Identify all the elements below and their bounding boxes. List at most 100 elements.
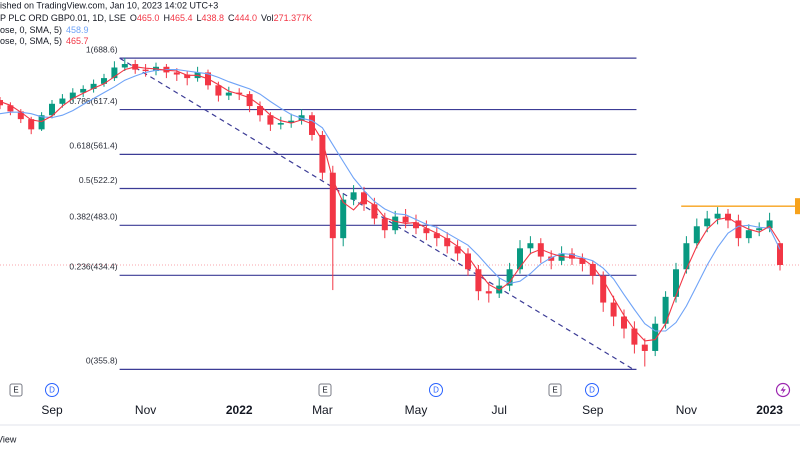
- candle-body: [610, 302, 617, 317]
- candle-body: [641, 344, 648, 351]
- candle-body: [662, 296, 669, 324]
- candle-body: [246, 94, 253, 107]
- quote-key: H: [163, 13, 170, 23]
- candle-body: [600, 275, 607, 303]
- event-marker-label: E: [13, 386, 18, 395]
- x-tick-label: Nov: [676, 403, 697, 417]
- price-tag: [795, 198, 800, 215]
- event-icon: [775, 382, 791, 398]
- candle-body: [319, 134, 326, 173]
- candle-body: [101, 78, 107, 84]
- ma-legend-value: 458.9: [66, 25, 89, 35]
- candle-body: [215, 85, 222, 96]
- candle-body: [49, 103, 55, 116]
- candle-body: [548, 256, 555, 261]
- published-note: ished on TradingView.com, Jan 10, 2023 1…: [0, 0, 218, 10]
- ma-legend: ose, 0, SMA, 5) 465.7: [0, 36, 89, 46]
- candle-body: [257, 106, 263, 116]
- fib-label: 0.236(434.4): [69, 262, 117, 272]
- candle-body: [413, 222, 419, 229]
- candle-body: [402, 216, 409, 223]
- candle-body: [90, 83, 97, 89]
- candle-body: [673, 269, 679, 297]
- event-marker: [585, 383, 599, 397]
- candle-body: [475, 269, 482, 292]
- candle-body: [142, 69, 149, 72]
- candle-body: [569, 253, 575, 259]
- candle-body: [392, 216, 399, 231]
- x-tick-label: 2022: [226, 403, 253, 417]
- symbol-name: P PLC ORD GBP0.01, 1D, LSE: [0, 13, 126, 23]
- candle-body: [433, 233, 440, 239]
- ma-line: [0, 66, 781, 342]
- candle-body: [236, 92, 243, 95]
- candle-body: [444, 238, 451, 247]
- fib-label: 0.618(561.4): [69, 141, 117, 151]
- candle-body: [121, 64, 128, 68]
- candle-body: [80, 88, 87, 93]
- ma-legend-name: ose, 0, SMA, 5): [0, 25, 62, 35]
- fib-label: 0.5(522.2): [79, 175, 118, 185]
- candle-body: [756, 228, 763, 231]
- x-tick-label: Mar: [312, 403, 333, 417]
- candle-body: [309, 115, 315, 135]
- candle-body: [454, 246, 461, 254]
- quote-value: 271.377K: [274, 13, 313, 23]
- fib-label: 0.786(617.4): [69, 96, 117, 106]
- x-tick-label: 2023: [756, 403, 783, 417]
- event-marker: [9, 383, 23, 397]
- x-tick-label: Jul: [492, 403, 507, 417]
- x-tick-label: Nov: [135, 403, 156, 417]
- event-marker-label: E: [322, 386, 327, 395]
- event-marker: [548, 383, 562, 397]
- quote-value: 465.4: [170, 13, 193, 23]
- candle-body: [184, 74, 191, 79]
- symbol-quote: P PLC ORD GBP0.01, 1D, LSE O465.0 H465.4 L4…: [0, 13, 312, 23]
- candle-body: [527, 243, 534, 249]
- candle-body: [17, 111, 24, 120]
- event-marker-label: D: [49, 386, 55, 395]
- candle-body: [735, 220, 742, 239]
- candle-body: [506, 269, 513, 286]
- event-marker: [429, 383, 443, 397]
- quote-key: O: [130, 13, 137, 23]
- candle-body: [621, 316, 627, 329]
- candle-body: [485, 291, 492, 294]
- candle-body: [0, 100, 3, 106]
- candle-body: [652, 323, 659, 351]
- candle-body: [589, 263, 596, 276]
- quote-value: 465.0: [137, 13, 160, 23]
- candle-body: [777, 243, 783, 265]
- candle-body: [38, 115, 45, 130]
- event-icon-bolt: [780, 385, 786, 395]
- candle-body: [745, 230, 752, 239]
- ma-legend-value: 465.7: [66, 36, 89, 46]
- event-marker-label: D: [589, 386, 595, 395]
- candle-body: [714, 213, 721, 219]
- quote-value: 444.0: [235, 13, 258, 23]
- candle-body: [766, 220, 773, 229]
- candle-body: [69, 92, 76, 99]
- ma-line: [0, 69, 781, 332]
- candle-body: [423, 228, 430, 234]
- candle-body: [683, 243, 690, 270]
- candle-body: [59, 98, 66, 104]
- event-marker-label: E: [552, 386, 557, 395]
- candle-body: [579, 258, 586, 264]
- candle-body: [517, 248, 523, 270]
- fib-label: 1(688.6): [86, 44, 118, 54]
- event-marker: [45, 383, 59, 397]
- candle-body: [7, 105, 14, 112]
- candle-body: [173, 72, 180, 75]
- candle-body: [329, 172, 336, 239]
- candle-body: [704, 218, 711, 227]
- candle-body: [225, 92, 232, 96]
- candle-body: [693, 226, 700, 244]
- fib-label: 0.382(483.0): [69, 212, 117, 222]
- candle-body: [111, 67, 118, 79]
- candle-body: [340, 199, 347, 239]
- quote-key: Vol: [261, 13, 274, 23]
- event-marker: [318, 383, 332, 397]
- x-tick-label: Sep: [41, 403, 63, 417]
